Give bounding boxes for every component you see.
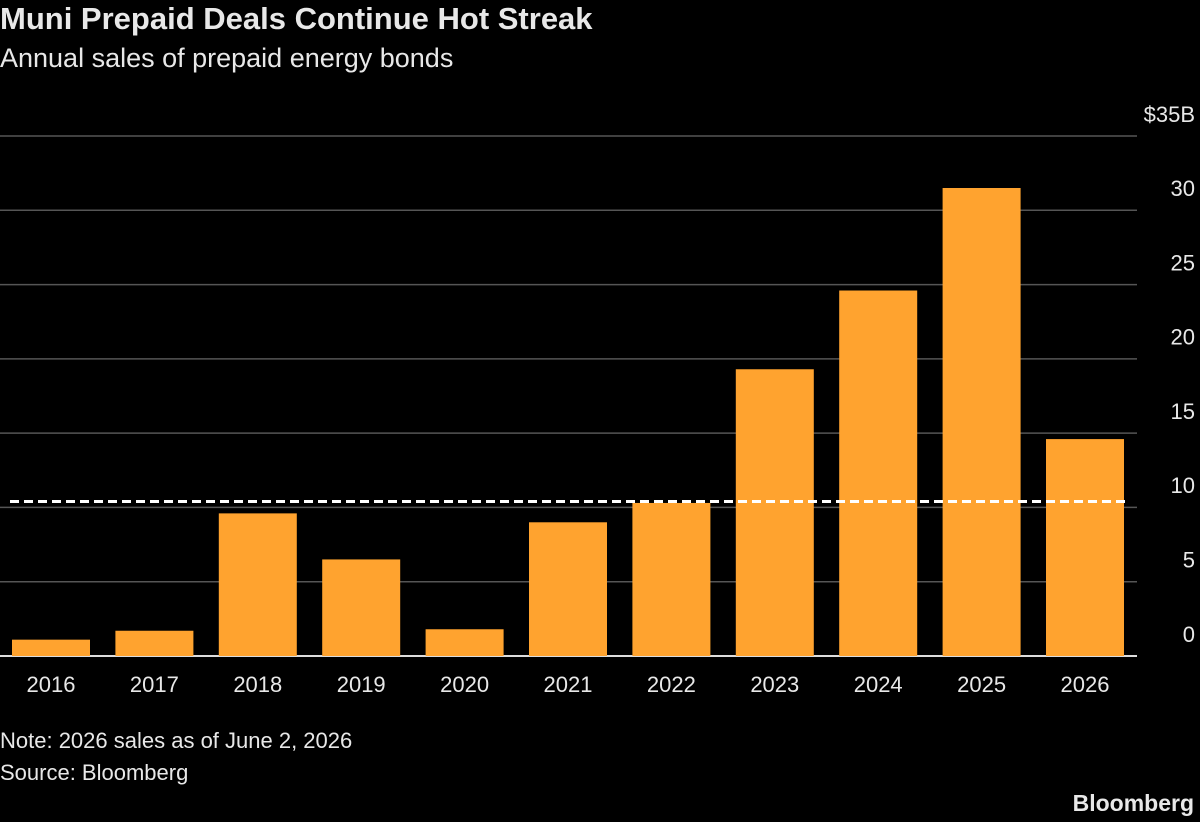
bar xyxy=(12,639,90,656)
bar xyxy=(529,522,607,656)
y-tick-label: 20 xyxy=(1171,325,1195,350)
bar xyxy=(735,369,814,656)
y-tick-label: 30 xyxy=(1171,176,1195,201)
x-tick-label: 2017 xyxy=(130,672,179,697)
x-tick-label: 2019 xyxy=(337,672,386,697)
bar xyxy=(839,290,918,656)
y-tick-label: 15 xyxy=(1171,399,1195,424)
bar xyxy=(322,559,401,656)
y-tick-label: 0 xyxy=(1183,622,1195,647)
x-tick-label: 2024 xyxy=(854,672,903,697)
logo: Bloomberg xyxy=(1073,790,1194,816)
bar xyxy=(425,629,504,656)
x-tick-label: 2026 xyxy=(1061,672,1110,697)
x-tick-label: 2018 xyxy=(233,672,282,697)
bar xyxy=(1046,439,1124,656)
y-tick-label: 5 xyxy=(1183,548,1195,573)
bar xyxy=(942,188,1021,656)
y-tick-label: $35B xyxy=(1144,102,1195,127)
bar xyxy=(218,513,297,656)
chart-subtitle: Annual sales of prepaid energy bonds xyxy=(0,43,453,73)
y-tick-label: 10 xyxy=(1171,473,1195,498)
x-tick-label: 2023 xyxy=(750,672,799,697)
note: Note: 2026 sales as of June 2, 2026 xyxy=(0,728,352,753)
x-tick-label: 2025 xyxy=(957,672,1006,697)
x-tick-label: 2020 xyxy=(440,672,489,697)
x-tick-label: 2022 xyxy=(647,672,696,697)
y-tick-label: 25 xyxy=(1171,250,1195,275)
x-tick-label: 2016 xyxy=(27,672,76,697)
source: Source: Bloomberg xyxy=(0,760,188,785)
bar xyxy=(115,630,194,656)
bar xyxy=(632,502,711,656)
x-tick-label: 2021 xyxy=(544,672,593,697)
chart-title: Muni Prepaid Deals Continue Hot Streak xyxy=(0,1,593,36)
